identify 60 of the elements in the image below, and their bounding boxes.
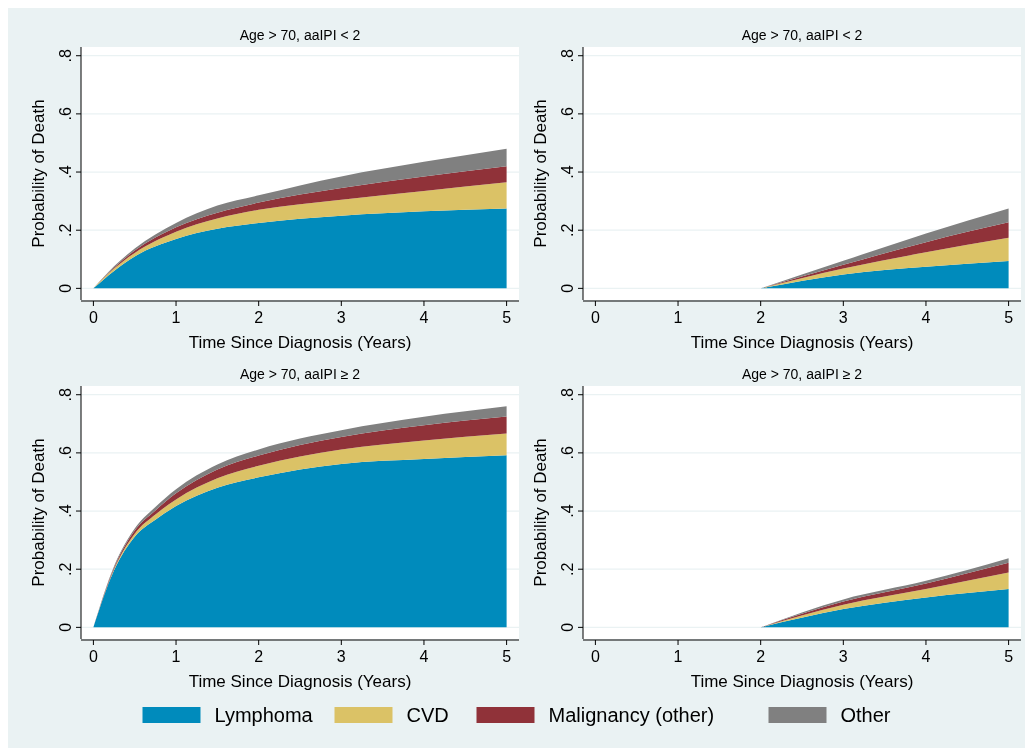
y-tick-label: 0 [57,283,74,293]
y-tick-label: 0 [559,622,576,632]
legend-label: Lymphoma [214,704,314,726]
y-tick-label: .2 [559,223,576,237]
x-tick-label: 5 [1004,309,1014,326]
x-tick-label: 5 [502,648,512,665]
x-tick-label: 3 [336,648,346,665]
x-tick-label: 0 [590,309,600,326]
x-tick-label: 4 [921,309,931,326]
y-tick-label: .4 [57,165,74,179]
y-axis-title: Probability of Death [531,438,550,587]
y-tick-label: 0 [57,622,74,632]
y-axis-title: Probability of Death [29,99,48,248]
y-tick-label: .6 [559,107,576,121]
x-tick-label: 0 [88,309,98,326]
y-tick-label: .4 [559,504,576,518]
x-axis-title: Time Since Diagnosis (Years) [690,333,914,352]
y-tick-label: .4 [57,504,74,518]
y-tick-label: .6 [57,446,74,460]
legend-label: Malignancy (other) [548,704,715,726]
x-tick-label: 0 [590,648,600,665]
y-tick-label: .6 [57,107,74,121]
x-tick-label: 1 [171,648,181,665]
x-tick-label: 0 [88,648,98,665]
x-tick-label: 2 [254,309,264,326]
x-tick-label: 3 [838,648,848,665]
y-tick-label: .8 [559,48,576,63]
chart-title: Age > 70, aaIPI ≥ 2 [741,366,863,382]
x-tick-label: 1 [673,309,683,326]
chart-title: Age > 70, aaIPI < 2 [239,27,361,43]
y-tick-label: .4 [559,165,576,179]
chart-title: Age > 70, aaIPI ≥ 2 [239,366,361,382]
x-tick-label: 4 [419,648,429,665]
y-tick-label: .8 [559,387,576,402]
x-tick-label: 2 [254,648,264,665]
x-tick-label: 1 [673,648,683,665]
x-tick-label: 5 [502,309,512,326]
y-tick-label: .2 [57,562,74,576]
y-tick-label: .6 [559,446,576,460]
x-axis-title: Time Since Diagnosis (Years) [690,672,914,691]
x-axis-title: Time Since Diagnosis (Years) [188,333,412,352]
y-axis-title: Probability of Death [29,438,48,587]
y-tick-label: .2 [57,223,74,237]
x-tick-label: 2 [756,648,766,665]
x-tick-label: 2 [756,309,766,326]
x-tick-label: 3 [838,309,848,326]
chart-title: Age > 70, aaIPI < 2 [741,27,863,43]
legend-label: Other [840,704,891,726]
x-tick-label: 1 [171,309,181,326]
x-axis-title: Time Since Diagnosis (Years) [188,672,412,691]
y-axis-title: Probability of Death [531,99,550,248]
x-tick-label: 3 [336,309,346,326]
x-tick-label: 4 [921,648,931,665]
y-tick-label: .8 [57,387,74,402]
x-tick-label: 5 [1004,648,1014,665]
y-tick-label: 0 [559,283,576,293]
y-tick-label: .2 [559,562,576,576]
x-tick-label: 4 [419,309,429,326]
legend-label: CVD [406,704,449,726]
y-tick-label: .8 [57,48,74,63]
